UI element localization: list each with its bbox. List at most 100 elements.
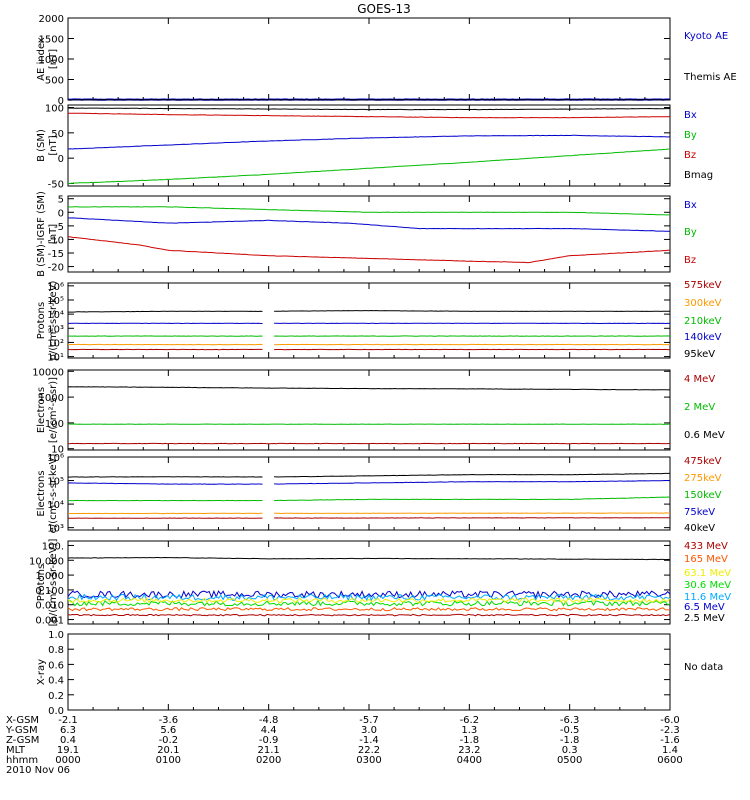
- orbit-value: 0500: [557, 755, 582, 766]
- y-tick-label: 100: [45, 419, 64, 430]
- series-line-by: [67, 148, 670, 184]
- y-tick-label: -10: [48, 235, 64, 246]
- series-line-63-1-mev: [67, 597, 671, 604]
- y-tick-label: 10: [51, 445, 64, 456]
- legend-entry: By: [684, 227, 697, 238]
- y-axis-label: Protons: [36, 564, 47, 601]
- orbit-value: -6.2: [460, 715, 480, 726]
- series-line-2-5-mev: [67, 556, 671, 561]
- date-label: 2010 Nov 06: [6, 765, 70, 776]
- orbit-value: 0600: [657, 755, 682, 766]
- legend-entry: 150keV: [684, 490, 722, 501]
- legend-entry: Themis AE: [683, 72, 737, 83]
- y-axis-unit: [e/(cm²-s-sr)]: [48, 377, 59, 443]
- y-tick-label: 0.2: [48, 691, 64, 702]
- legend-entry: Bx: [684, 110, 697, 121]
- plot-title: GOES-13: [357, 2, 411, 16]
- legend-entry: 6.5 MeV: [684, 602, 725, 613]
- y-tick-label: 10⁵: [47, 477, 64, 488]
- y-tick-label: 10⁴: [47, 500, 64, 511]
- orbit-value: -1.8: [560, 735, 580, 746]
- orbit-value: 0400: [457, 755, 482, 766]
- legend-entry: By: [684, 130, 697, 141]
- y-tick-label: 0: [58, 208, 64, 219]
- orbit-value: -6.0: [660, 715, 680, 726]
- series-line-bmag: [67, 107, 671, 111]
- orbit-row-label: Z-GSM: [6, 735, 39, 746]
- y-tick-label: 5: [58, 195, 64, 206]
- orbit-value: -4.8: [259, 715, 279, 726]
- y-tick-label: 1000: [39, 55, 64, 66]
- panel-frame: [67, 17, 671, 101]
- orbit-value: 20.1: [157, 745, 179, 756]
- panel-frame: [67, 369, 671, 451]
- y-tick-label: 10³: [47, 524, 64, 535]
- y-tick-label: 500: [45, 76, 64, 87]
- y-axis-label: AE index: [36, 37, 47, 81]
- panel-electrons1: 10 100 1000 10000 Electrons [e/(cm²-s-sr)] 4 M…: [32, 367, 725, 455]
- legend-entry: 75keV: [684, 507, 715, 518]
- y-tick-label: 0.4: [48, 676, 64, 687]
- orbit-value: 5.6: [160, 725, 176, 736]
- y-axis-unit: [nT]: [48, 135, 59, 155]
- orbit-value: 19.1: [57, 745, 79, 756]
- y-tick-label: 0.8: [48, 645, 64, 656]
- series-line-11-6-mev: [67, 593, 671, 602]
- y-axis-label: B (SM): [36, 129, 47, 162]
- panel-protons2: 0.001 0.010 0.100 1.000 10.000 100. Protons [p/…: [29, 539, 731, 627]
- legend-entry: 30.6 MeV: [684, 580, 731, 591]
- y-tick-label: 0.0: [48, 706, 64, 717]
- legend-entry: 475keV: [684, 456, 722, 467]
- orbit-value: 0200: [256, 755, 281, 766]
- orbit-row-label: MLT: [6, 745, 26, 756]
- orbit-value: -3.6: [159, 715, 179, 726]
- series-line-6-5-mev: [67, 589, 671, 599]
- legend-entry: 4 MeV: [684, 374, 715, 385]
- orbit-value: -0.2: [159, 735, 179, 746]
- orbit-value: -5.7: [359, 715, 379, 726]
- y-tick-label: 50: [51, 129, 64, 140]
- y-tick-label: 100: [45, 104, 64, 115]
- orbit-value: 4.4: [261, 725, 277, 736]
- y-axis-label: B (SM)-IGRF (SM): [36, 191, 47, 277]
- y-tick-label: 10.000: [29, 556, 64, 567]
- legend-entry: 210keV: [684, 316, 722, 327]
- orbit-value: 0300: [356, 755, 381, 766]
- orbit-value: 0000: [55, 755, 80, 766]
- orbit-value: 0.3: [562, 745, 578, 756]
- orbit-value: 1.4: [662, 745, 678, 756]
- orbit-value: -1.8: [460, 735, 480, 746]
- legend-entry: 95keV: [684, 349, 715, 360]
- panel-frame: [67, 282, 671, 359]
- y-tick-label: 100.: [42, 541, 64, 552]
- y-tick-label: 1500: [39, 35, 64, 46]
- legend-entry: 275keV: [684, 473, 722, 484]
- orbit-value: -0.5: [560, 725, 580, 736]
- legend-entry: 140keV: [684, 332, 722, 343]
- series-line-150kev: [67, 496, 671, 502]
- y-tick-label: -50: [48, 179, 64, 190]
- legend-entry: Bmag: [684, 170, 713, 181]
- y-tick-label: -5: [54, 222, 64, 233]
- series-line-bz: [67, 236, 671, 264]
- legend-entry: 0.6 MeV: [684, 430, 725, 441]
- y-tick-label: 10⁴: [47, 310, 64, 321]
- orbit-value: 21.1: [258, 745, 280, 756]
- orbit-value: 0100: [156, 755, 181, 766]
- series-line-bz: [68, 112, 671, 119]
- orbit-value: -2.1: [58, 715, 78, 726]
- y-tick-label: 10000: [32, 367, 64, 378]
- orbit-value: 1.3: [461, 725, 477, 736]
- orbit-value: 6.3: [60, 725, 76, 736]
- no-data-label: No data: [684, 662, 723, 673]
- y-tick-label: 0.001: [35, 616, 64, 627]
- legend-entry: Bz: [684, 150, 696, 161]
- series-line-165-mev: [67, 607, 671, 612]
- series-line-40kev: [67, 472, 670, 478]
- panel-ae: 0 500 1000 1500 2000 AE index [nT] Kyoto AE Them…: [36, 14, 737, 107]
- orbit-value: -2.3: [660, 725, 680, 736]
- y-tick-label: 1000: [39, 393, 64, 404]
- y-tick-label: 10³: [47, 324, 64, 335]
